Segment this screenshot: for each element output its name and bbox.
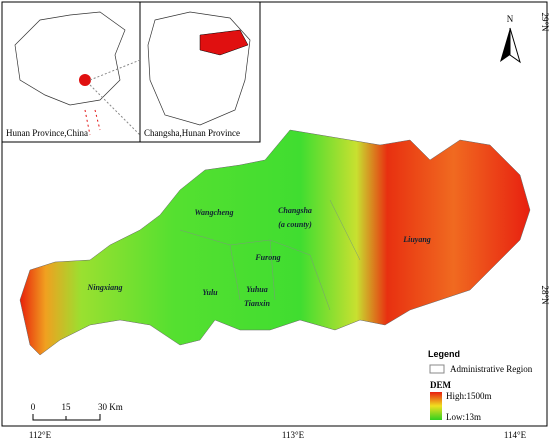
longitude-label: 114°E	[504, 430, 527, 440]
province-inset	[139, 1, 261, 143]
north-label: N	[507, 14, 514, 24]
latitude-label: 28°N	[540, 285, 550, 305]
china-inset	[1, 1, 141, 143]
legend-label: High:1500m	[446, 391, 492, 401]
legend-ramp	[430, 392, 442, 420]
place-label: Tianxin	[244, 299, 270, 308]
place-label: (a county)	[278, 220, 312, 229]
north-arrow	[500, 28, 510, 62]
place-label: Changsha	[278, 206, 312, 215]
scale-label: 0	[31, 402, 36, 412]
changsha-marker	[199, 29, 249, 56]
place-label: Liuyang	[402, 235, 431, 244]
place-label: Yulu	[202, 288, 218, 297]
place-label: Wangcheng	[195, 208, 234, 217]
legend-subtitle: DEM	[430, 380, 452, 390]
province-outline	[147, 11, 251, 126]
scale-bar	[32, 414, 101, 421]
inset-connector	[89, 59, 141, 136]
scale-label: 15	[62, 402, 72, 412]
china-outline	[14, 11, 126, 106]
islands	[84, 109, 101, 136]
hunan-marker	[79, 74, 91, 86]
dem-region	[19, 129, 531, 356]
scale-label: 30 Km	[98, 402, 123, 412]
latitude-label: 29°N	[540, 12, 550, 32]
place-label: Ningxiang	[86, 283, 122, 292]
legend-title: Legend	[428, 349, 460, 359]
place-label: Yuhua	[246, 285, 268, 294]
longitude-label: 113°E	[282, 430, 305, 440]
district-boundaries	[179, 199, 361, 311]
legend-label: Low:13m	[446, 412, 481, 422]
longitude-label: 112°E	[29, 430, 52, 440]
inset-label: Hunan Province,China	[6, 128, 88, 138]
place-label: Furong	[254, 253, 280, 262]
north-arrow	[509, 27, 521, 64]
legend-label: Administrative Region	[450, 364, 533, 374]
inset-label: Changsha,Hunan Province	[144, 128, 240, 138]
legend-swatch	[429, 364, 445, 374]
